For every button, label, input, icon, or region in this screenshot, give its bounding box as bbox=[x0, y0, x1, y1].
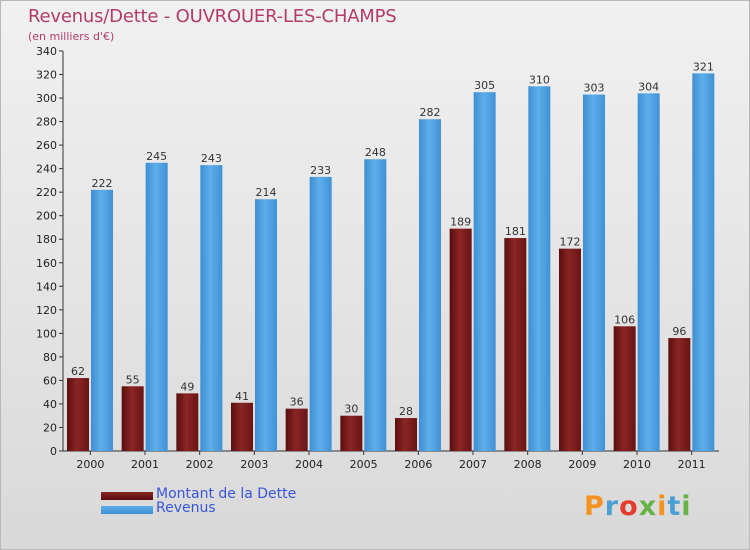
bar-debt bbox=[504, 238, 527, 451]
y-tick-label: 60 bbox=[43, 374, 57, 387]
x-tick-label: 2010 bbox=[623, 458, 651, 471]
y-tick-label: 120 bbox=[36, 304, 57, 317]
y-tick-label: 0 bbox=[50, 445, 57, 458]
bar-debt bbox=[231, 402, 253, 451]
data-label-debt: 30 bbox=[344, 403, 358, 416]
data-label-revenue: 304 bbox=[638, 80, 659, 93]
bar-revenue bbox=[528, 86, 551, 451]
bar-debt bbox=[121, 386, 144, 451]
bar-debt bbox=[449, 228, 472, 451]
bar-debt bbox=[613, 326, 636, 451]
data-label-debt: 41 bbox=[235, 390, 249, 403]
x-tick-label: 2011 bbox=[678, 458, 706, 471]
data-label-debt: 28 bbox=[399, 405, 413, 418]
bar-revenue bbox=[200, 165, 223, 451]
bar-debt bbox=[285, 408, 308, 451]
data-label-debt: 55 bbox=[126, 373, 140, 386]
bar-revenue bbox=[309, 176, 332, 451]
x-tick-label: 2006 bbox=[404, 458, 432, 471]
y-tick-label: 320 bbox=[36, 69, 57, 82]
x-tick-label: 2003 bbox=[240, 458, 268, 471]
data-label-revenue: 321 bbox=[693, 60, 714, 73]
bar-debt bbox=[176, 393, 199, 451]
chart-title: Revenus/Dette - OUVROUER-LES-CHAMPS bbox=[28, 6, 397, 27]
data-label-debt: 189 bbox=[450, 216, 471, 229]
data-label-revenue: 222 bbox=[92, 177, 113, 190]
y-tick-label: 280 bbox=[36, 116, 57, 129]
x-tick-label: 2009 bbox=[568, 458, 596, 471]
y-tick-label: 220 bbox=[36, 186, 57, 199]
bar-debt bbox=[395, 418, 417, 451]
data-label-revenue: 310 bbox=[529, 73, 550, 86]
data-label-debt: 181 bbox=[505, 225, 526, 238]
data-label-debt: 172 bbox=[560, 236, 581, 249]
data-label-revenue: 248 bbox=[365, 146, 386, 159]
y-tick-label: 40 bbox=[43, 398, 57, 411]
data-label-revenue: 214 bbox=[256, 186, 277, 199]
y-tick-label: 260 bbox=[36, 139, 57, 152]
data-label-debt: 49 bbox=[180, 380, 194, 393]
x-tick-label: 2004 bbox=[295, 458, 323, 471]
legend-label-revenue: Revenus bbox=[156, 500, 216, 516]
data-label-debt: 106 bbox=[614, 313, 635, 326]
legend-swatch-debt bbox=[101, 492, 153, 500]
x-tick-label: 2008 bbox=[514, 458, 542, 471]
y-tick-label: 140 bbox=[36, 280, 57, 293]
x-tick-label: 2002 bbox=[186, 458, 214, 471]
y-tick-label: 20 bbox=[43, 421, 57, 434]
bar-revenue bbox=[91, 189, 113, 451]
bar-revenue bbox=[692, 73, 715, 452]
bar-debt bbox=[67, 378, 89, 451]
proxiti-logo: Proxiti bbox=[584, 491, 692, 522]
data-label-revenue: 303 bbox=[584, 82, 605, 95]
y-tick-label: 160 bbox=[36, 257, 57, 270]
bar-revenue bbox=[583, 94, 605, 451]
y-tick-label: 80 bbox=[43, 351, 57, 364]
y-tick-label: 300 bbox=[36, 92, 57, 105]
data-label-debt: 36 bbox=[290, 396, 304, 409]
y-tick-label: 340 bbox=[36, 45, 57, 58]
bar-debt bbox=[340, 415, 363, 451]
y-tick-label: 180 bbox=[36, 233, 57, 246]
x-tick-label: 2007 bbox=[459, 458, 487, 471]
data-label-debt: 96 bbox=[672, 325, 686, 338]
bar-revenue bbox=[419, 119, 441, 451]
x-tick-label: 2000 bbox=[76, 458, 104, 471]
y-tick-label: 240 bbox=[36, 163, 57, 176]
bar-revenue bbox=[637, 93, 660, 452]
chart-subtitle: (en milliers d'€) bbox=[28, 30, 115, 43]
legend-label-debt: Montant de la Dette bbox=[156, 486, 297, 502]
bar-debt bbox=[668, 338, 691, 451]
legend-swatch-revenue bbox=[101, 506, 153, 514]
x-tick-label: 2005 bbox=[350, 458, 378, 471]
bar-revenue bbox=[255, 199, 277, 451]
data-label-revenue: 305 bbox=[474, 79, 495, 92]
y-tick-label: 100 bbox=[36, 327, 57, 340]
bar-revenue bbox=[364, 159, 387, 451]
bar-revenue bbox=[145, 162, 168, 451]
y-tick-label: 200 bbox=[36, 210, 57, 223]
x-tick-label: 2001 bbox=[131, 458, 159, 471]
data-label-revenue: 245 bbox=[146, 150, 167, 163]
bar-debt bbox=[559, 248, 581, 451]
data-label-revenue: 282 bbox=[420, 106, 441, 119]
data-label-revenue: 233 bbox=[310, 164, 331, 177]
bar-revenue bbox=[473, 92, 496, 452]
data-label-debt: 62 bbox=[71, 365, 85, 378]
data-label-revenue: 243 bbox=[201, 152, 222, 165]
